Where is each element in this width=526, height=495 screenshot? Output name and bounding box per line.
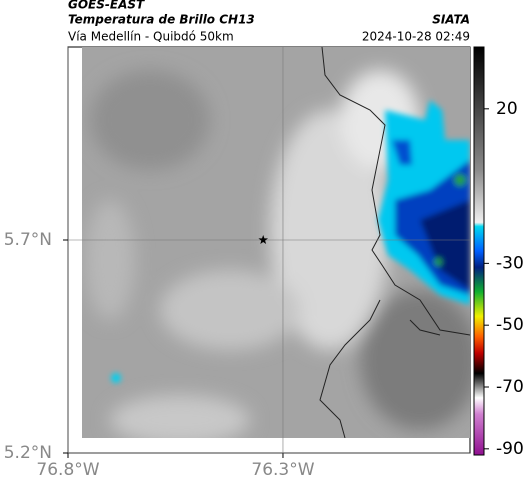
source: SIATA bbox=[432, 13, 470, 27]
subtitle: Temperatura de Brillo CH13 bbox=[68, 13, 255, 27]
y-tick-label: 5.7°N bbox=[4, 230, 52, 250]
x-tick-label: 76.3°W bbox=[251, 460, 314, 480]
colorbar-tick-label: -70 bbox=[496, 377, 524, 397]
colorbar bbox=[473, 46, 485, 456]
timestamp: 2024-10-28 02:49 bbox=[362, 30, 470, 44]
colorbar-tick-label: -90 bbox=[496, 439, 524, 459]
colorbar-tick-label: -50 bbox=[496, 315, 524, 335]
title: GOES-EAST bbox=[68, 0, 145, 12]
satellite-image bbox=[82, 47, 470, 438]
y-tick-label: 5.2°N bbox=[4, 443, 52, 463]
colorbar-tick-label: 20 bbox=[496, 99, 518, 119]
station-marker bbox=[258, 235, 268, 244]
x-tick-label: 76.8°W bbox=[36, 460, 99, 480]
region: Vía Medellín - Quibdó 50km bbox=[68, 30, 234, 44]
colorbar-tick-label: -30 bbox=[496, 253, 524, 273]
